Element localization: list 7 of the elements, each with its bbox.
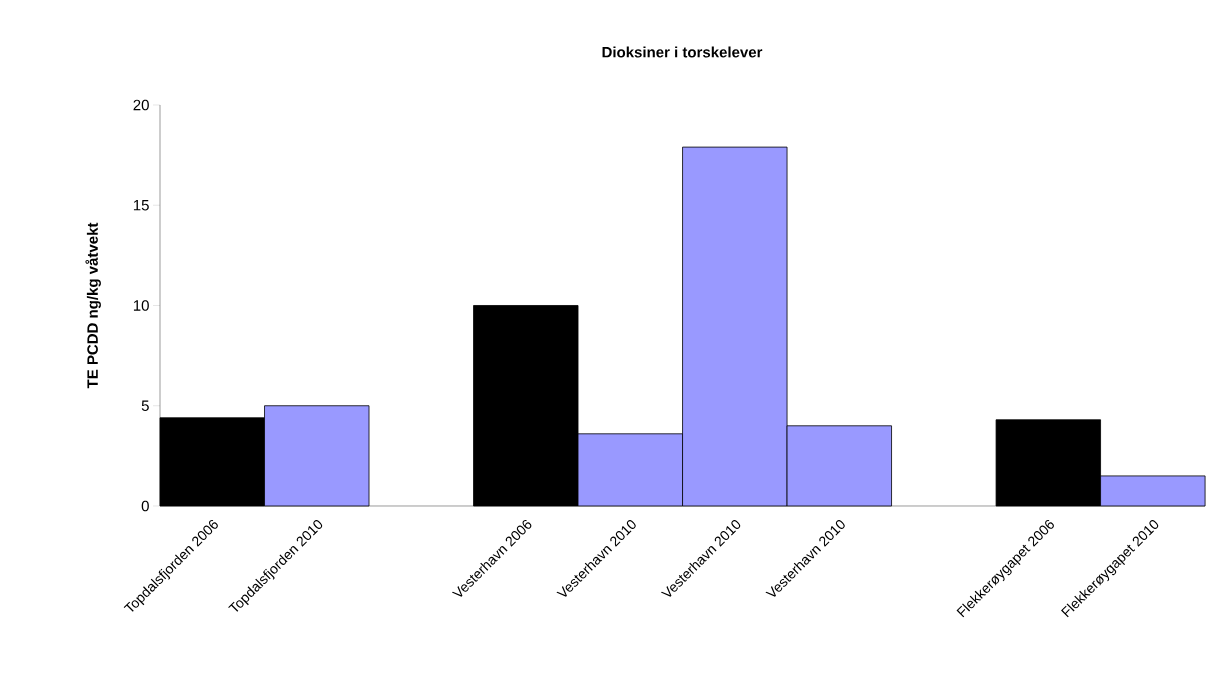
- y-tick-label: 5: [141, 400, 149, 411]
- y-tick-label: 15: [133, 200, 149, 211]
- y-tick-label: 0: [141, 500, 149, 512]
- y-tick-label: 20: [133, 99, 149, 111]
- y-axis-title: TE PCDD ng/kg våtvekt: [85, 222, 101, 389]
- chart-title: Dioksiner i torskelever: [602, 46, 763, 58]
- y-tick-label: 10: [133, 300, 149, 311]
